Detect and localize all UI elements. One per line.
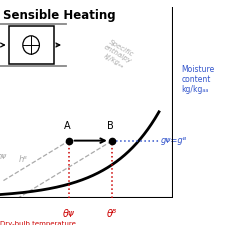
Text: θᴮ: θᴮ bbox=[107, 209, 117, 219]
Text: gᴪ=gᴮ: gᴪ=gᴮ bbox=[161, 136, 187, 145]
Text: Moisture
content
kg/kgₐₐ: Moisture content kg/kgₐₐ bbox=[181, 65, 215, 94]
Circle shape bbox=[23, 36, 39, 54]
Bar bbox=[9, 26, 54, 64]
Text: hᴮ: hᴮ bbox=[19, 155, 28, 164]
Text: θᴪ: θᴪ bbox=[63, 209, 75, 219]
Text: A: A bbox=[64, 121, 71, 131]
Text: Sensible Heating: Sensible Heating bbox=[3, 9, 116, 22]
Text: Specific
enthalpy
kJ/kgₐₐ: Specific enthalpy kJ/kgₐₐ bbox=[99, 38, 136, 71]
Text: Dry-bulb temperature: Dry-bulb temperature bbox=[0, 221, 76, 225]
Text: B: B bbox=[107, 121, 114, 131]
Text: hᴪ: hᴪ bbox=[0, 152, 7, 161]
